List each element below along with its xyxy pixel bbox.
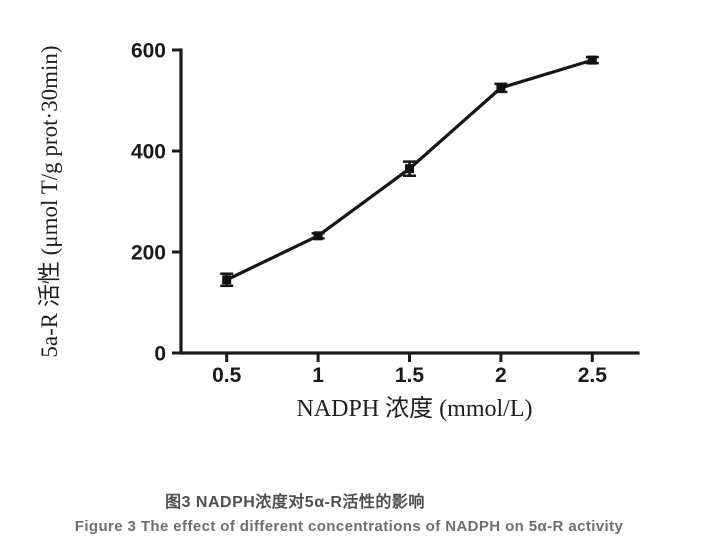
y-axis-title: 5a-R 活性 (μmol T/g prot·30min) (37, 45, 62, 357)
x-axis-tick-label: 2 (495, 364, 507, 387)
data-point-marker (313, 231, 323, 241)
axis-spine (179, 48, 640, 355)
figure-caption-chinese: 图3 NADPH浓度对5α-R活性的影响 (165, 494, 425, 511)
x-axis-tick-label: 1 (312, 364, 324, 387)
y-axis-tick-label: 400 (131, 141, 166, 164)
data-point-marker (222, 275, 232, 285)
x-axis-tick-label: 0.5 (212, 364, 242, 387)
y-axis-tick-label: 600 (131, 40, 166, 63)
data-point-marker (496, 83, 506, 93)
x-axis-tick-label: 2.5 (578, 364, 608, 387)
y-axis-tick-label: 0 (154, 343, 166, 366)
chart-canvas: 0 200 400 600 0.5 1 1.5 2 2.5 NADPH 浓度 (mmol/L) 5a… (37, 40, 640, 422)
x-axis-tick-label: 1.5 (395, 364, 425, 387)
y-axis-tick-label: 200 (131, 242, 166, 265)
x-axis-title: NADPH 浓度 (mmol/L) (297, 395, 533, 422)
figure-caption-english: Figure 3 The effect of different concent… (74, 518, 624, 535)
data-point-marker (587, 55, 597, 65)
nadph-activity-line-chart: 0 200 400 600 0.5 1 1.5 2 2.5 NADPH 浓度 (mmol/L) 5a… (37, 40, 640, 422)
data-point-marker (405, 164, 414, 174)
